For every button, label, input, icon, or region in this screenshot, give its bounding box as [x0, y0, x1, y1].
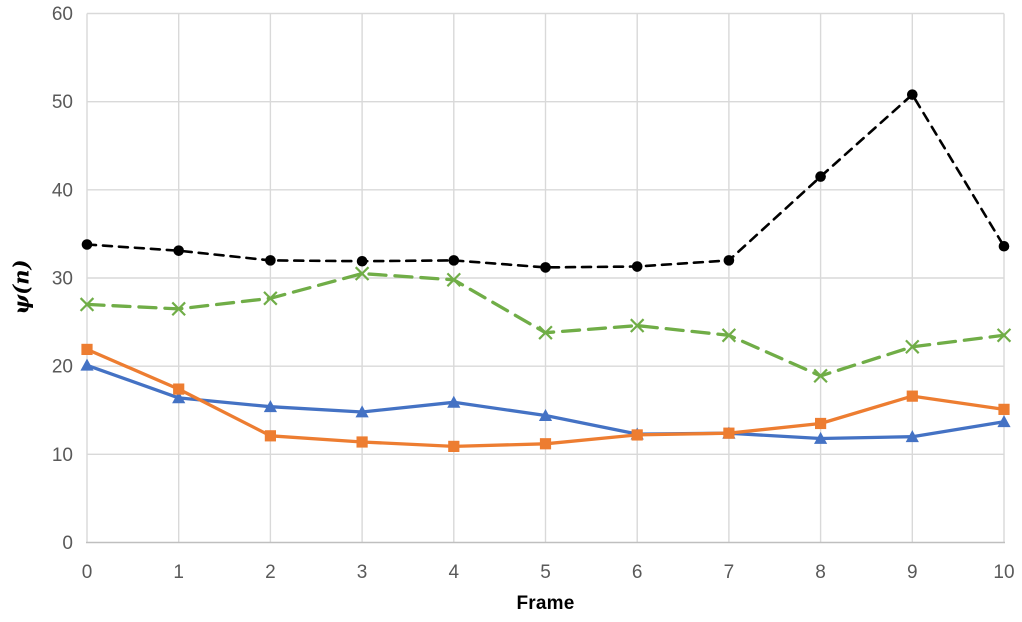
- x-tick-label: 1: [173, 562, 184, 583]
- y-tick-label: 50: [52, 92, 73, 113]
- marker-triangle-blue-solid-triangle: [905, 430, 919, 443]
- marker-x-green-dashed-x: [905, 339, 920, 354]
- x-tick-label: 3: [357, 562, 368, 583]
- x-tick-label: 8: [815, 562, 826, 583]
- marker-circle-black-dashed-circle: [356, 255, 368, 267]
- x-tick-label: 0: [82, 562, 93, 583]
- marker-x-green-dashed-x: [721, 328, 737, 343]
- marker-triangle-blue-solid-triangle: [814, 431, 828, 444]
- marker-circle-black-dashed-circle: [631, 261, 643, 272]
- y-axis-title: ψ(n): [8, 259, 34, 315]
- marker-square-orange-solid-square: [173, 383, 185, 395]
- marker-circle-black-dashed-circle: [265, 255, 276, 266]
- marker-triangle-blue-solid-triangle: [997, 415, 1011, 428]
- marker-x-green-dashed-x: [538, 325, 553, 340]
- x-tick-label: 2: [265, 562, 276, 583]
- marker-x-green-dashed-x: [354, 266, 370, 281]
- x-tick-label: 9: [907, 562, 918, 583]
- marker-triangle-blue-solid-triangle: [80, 358, 94, 371]
- marker-square-orange-solid-square: [815, 417, 827, 430]
- x-axis-title: Frame: [516, 593, 575, 614]
- y-tick-label: 60: [52, 4, 73, 25]
- marker-square-orange-solid-square: [448, 440, 460, 452]
- x-tick-label: 4: [449, 562, 460, 583]
- marker-x-green-dashed-x: [996, 328, 1012, 343]
- x-tick-label: 10: [993, 562, 1014, 583]
- marker-circle-black-dashed-circle: [998, 240, 1010, 252]
- marker-triangle-blue-solid-triangle: [355, 405, 369, 418]
- marker-circle-black-dashed-circle: [815, 171, 826, 182]
- marker-circle-black-dashed-circle: [81, 239, 93, 250]
- marker-square-orange-solid-square: [906, 390, 918, 402]
- marker-triangle-blue-solid-triangle: [263, 400, 277, 413]
- marker-circle-black-dashed-circle: [173, 245, 184, 256]
- marker-x-green-dashed-x: [79, 297, 95, 312]
- marker-triangle-blue-solid-triangle: [447, 395, 461, 408]
- marker-x-green-dashed-x: [263, 291, 278, 306]
- marker-circle-black-dashed-circle: [540, 262, 551, 273]
- marker-triangle-blue-solid-triangle: [538, 408, 553, 421]
- y-tick-label: 0: [62, 533, 73, 554]
- marker-triangle-blue-solid-triangle: [172, 391, 186, 404]
- marker-circle-black-dashed-circle: [448, 255, 460, 266]
- y-tick-label: 30: [52, 269, 73, 290]
- marker-x-green-dashed-x: [446, 272, 461, 287]
- y-tick-label: 40: [52, 180, 73, 201]
- marker-square-orange-solid-square: [723, 427, 735, 439]
- series-line-black-dashed-circle: [85, 93, 1006, 269]
- y-tick-label: 10: [52, 445, 73, 466]
- marker-square-orange-solid-square: [539, 438, 552, 450]
- marker-circle-black-dashed-circle: [907, 89, 918, 100]
- marker-square-orange-solid-square: [264, 430, 276, 442]
- x-tick-label: 7: [724, 562, 735, 583]
- marker-square-orange-solid-square: [356, 436, 368, 448]
- marker-square-orange-solid-square: [631, 429, 643, 441]
- marker-x-green-dashed-x: [813, 368, 828, 384]
- marker-x-green-dashed-x: [630, 318, 645, 333]
- x-tick-label: 5: [540, 562, 551, 583]
- marker-square-orange-solid-square: [81, 343, 93, 356]
- marker-x-green-dashed-x: [171, 301, 186, 317]
- marker-square-orange-solid-square: [998, 403, 1010, 415]
- marker-circle-black-dashed-circle: [723, 255, 735, 266]
- x-tick-label: 6: [632, 562, 643, 583]
- y-tick-label: 20: [52, 357, 73, 378]
